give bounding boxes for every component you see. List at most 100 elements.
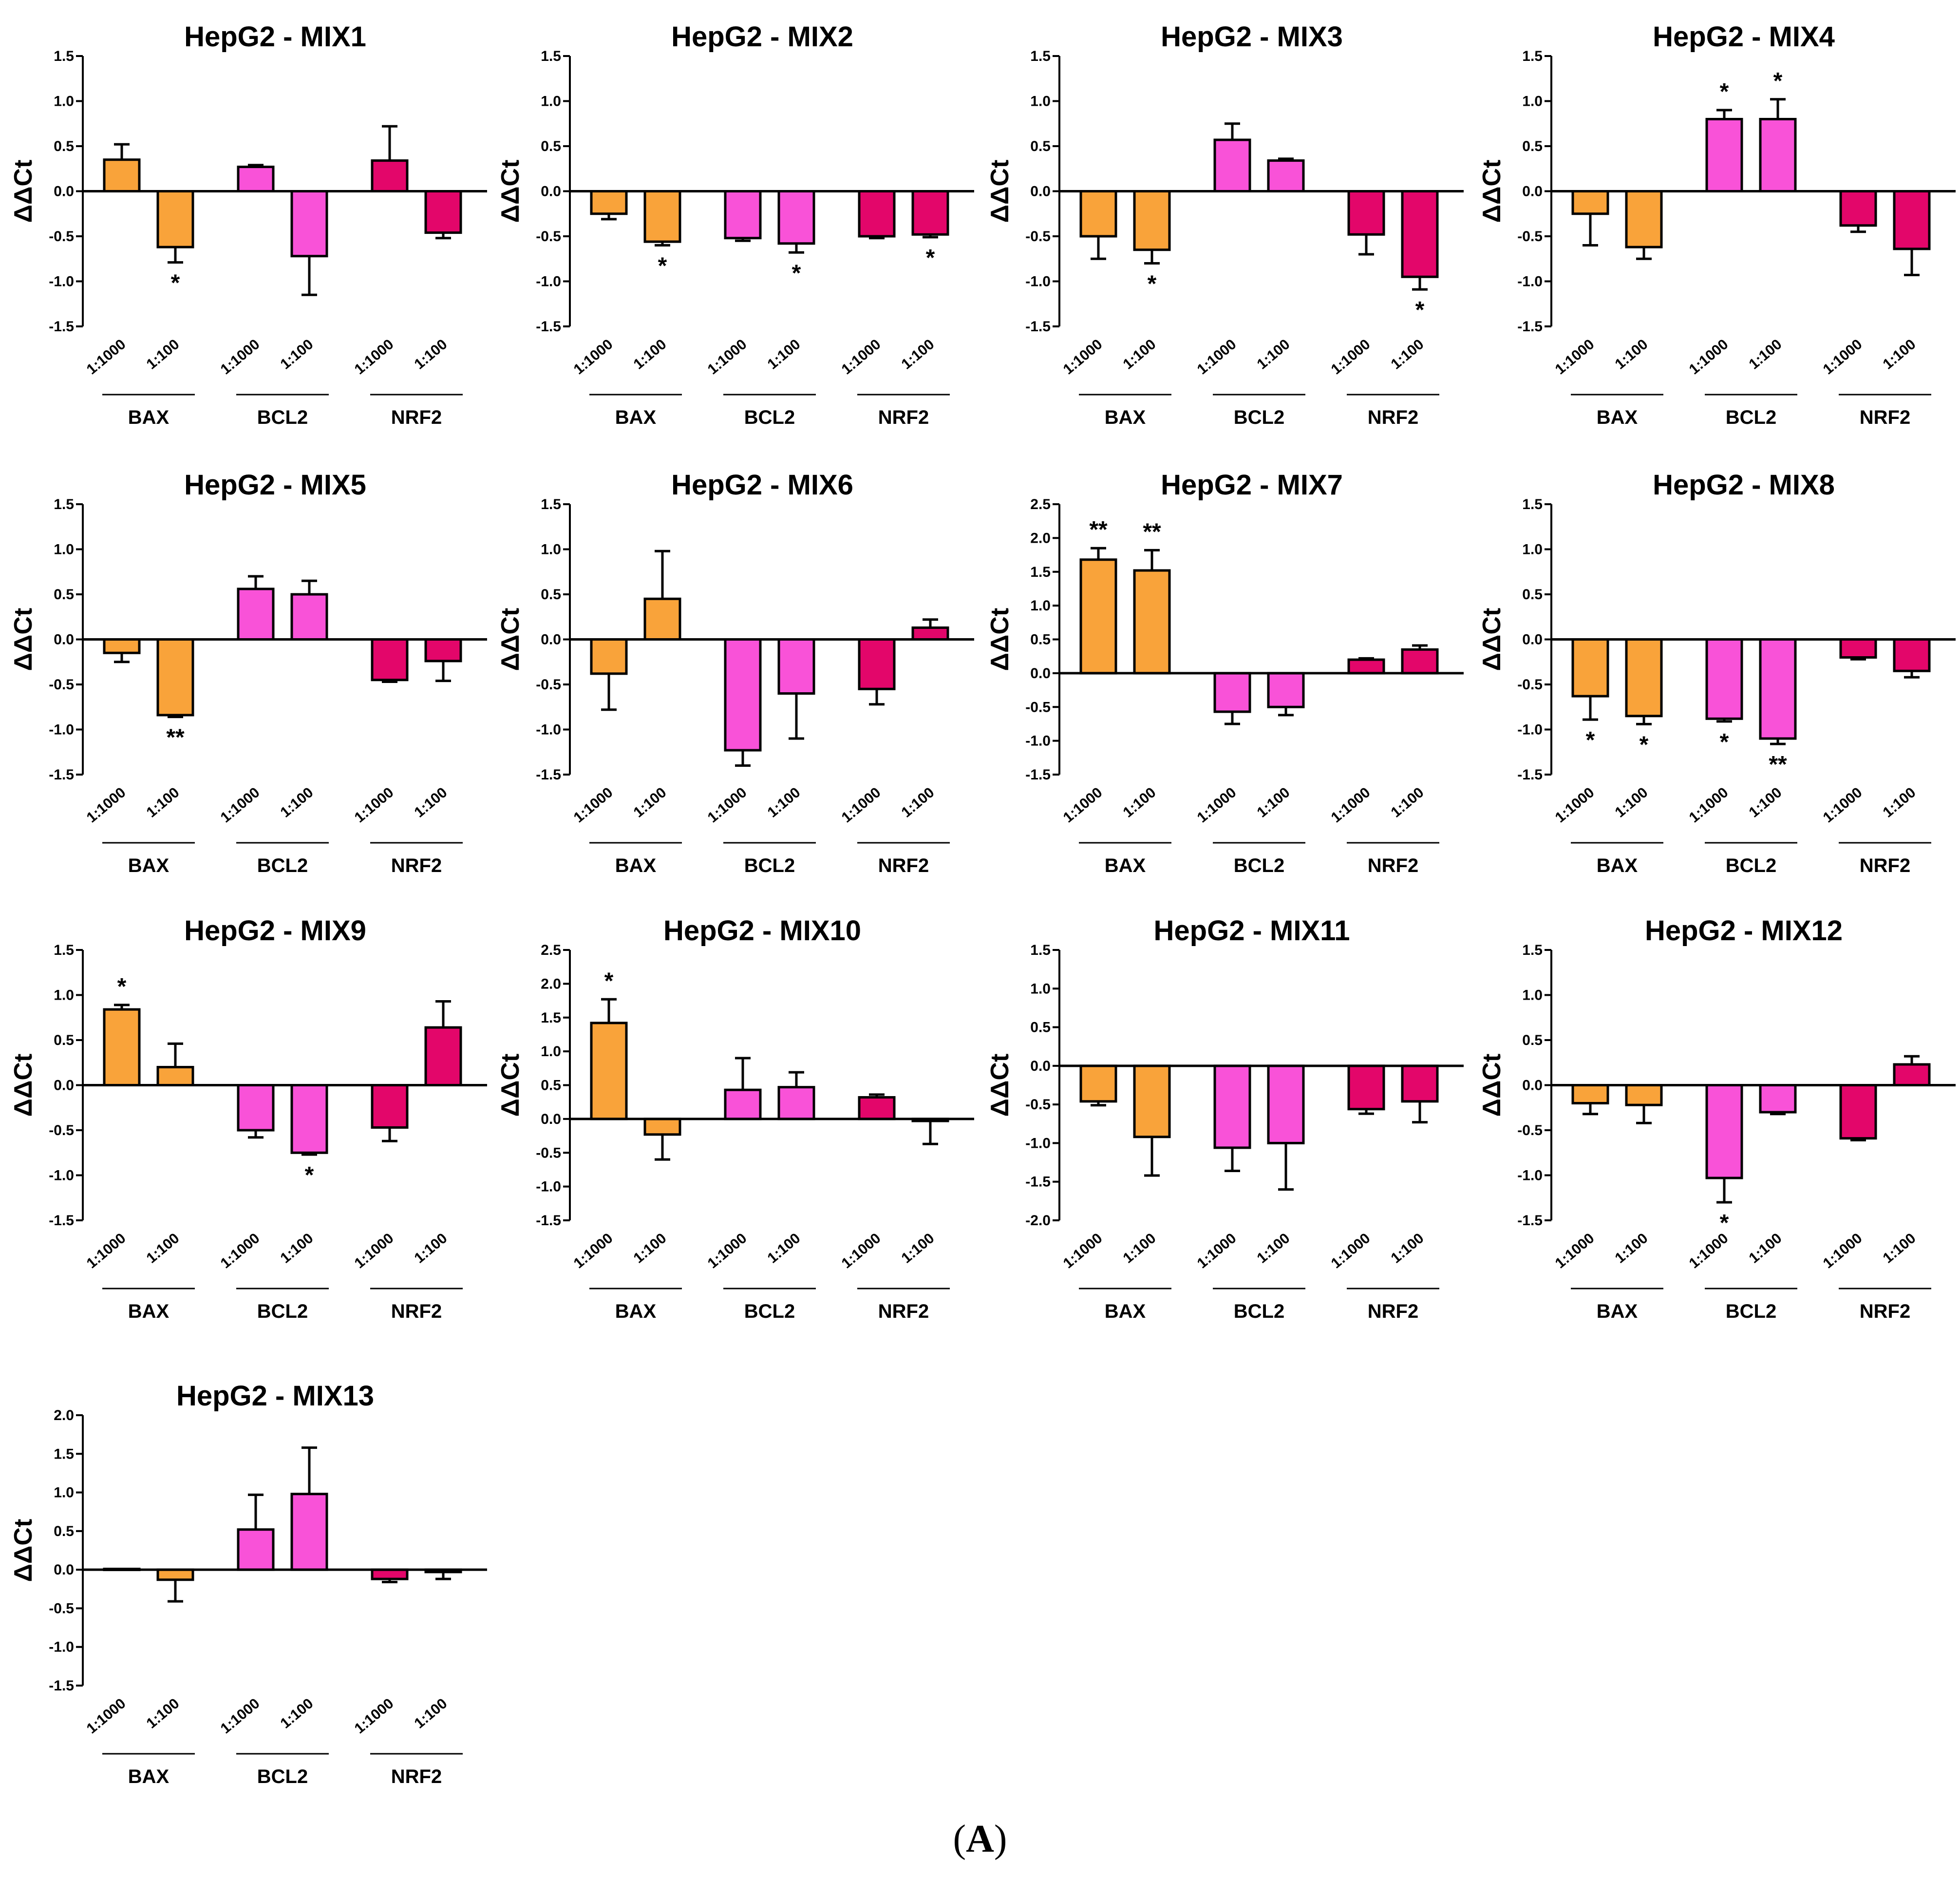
y-tick-label: 0.5 [1522, 587, 1543, 603]
y-tick-label: 1.0 [1522, 987, 1543, 1004]
y-tick-label: 1.5 [541, 1010, 561, 1026]
y-tick-label: 1.5 [1030, 942, 1051, 958]
x-tick-label: 1:100 [1388, 336, 1427, 373]
x-tick-label: 1:1000 [1686, 784, 1732, 826]
bar-nrf2-1to100 [1893, 638, 1931, 672]
x-tick-label: 1:1000 [1060, 336, 1106, 378]
x-tick-label: 1:1000 [1686, 336, 1732, 378]
chart-title: HepG2 - MIX7 [1161, 469, 1343, 501]
y-tick-label: 0.5 [54, 1523, 74, 1539]
chart-title: HepG2 - MIX3 [1161, 21, 1343, 53]
x-tick-label: 1:1000 [1552, 1230, 1598, 1271]
x-tick-label: 1:1000 [1552, 336, 1598, 378]
bar-nrf2-1to1000 [1347, 1064, 1385, 1111]
bar-bcl2-1to1000 [237, 1084, 275, 1132]
y-tick-label: 0.0 [1522, 1078, 1543, 1094]
bar-bax-1to100 [643, 190, 681, 243]
y-tick-label: -1.5 [1517, 1213, 1543, 1229]
x-tick-label: 1:1000 [705, 336, 750, 378]
x-tick-label: 1:100 [899, 784, 938, 821]
y-tick-label: -1.5 [49, 1678, 74, 1694]
group-label-nrf2: NRF2 [1368, 1301, 1418, 1322]
chart-panel-13: HepG2 - MIX13 ΔΔCt 2.0 1.5 1.0 0.5 0.0 -0.5 -1.0… [9, 1380, 487, 1787]
x-tick-label: 1:100 [1120, 784, 1159, 821]
bar-bax-1to100 [1133, 1064, 1171, 1138]
bar-nrf2-1to1000 [371, 1084, 409, 1129]
bar-bcl2-1to1000 [1213, 1064, 1251, 1149]
y-tick-label: 2.5 [1030, 496, 1051, 512]
y-tick-label: 1.0 [54, 542, 74, 558]
group-label-bcl2: BCL2 [1234, 1301, 1284, 1322]
group-label-bax: BAX [1597, 1301, 1638, 1322]
y-tick-label: -1.5 [536, 767, 561, 783]
bar-bax-1to100 [1625, 190, 1663, 248]
y-tick-label: 1.0 [541, 1043, 561, 1060]
group-label-bcl2: BCL2 [744, 1301, 795, 1322]
group-label-bax: BAX [1105, 407, 1146, 428]
x-tick-label: 1:100 [278, 784, 317, 821]
y-tick-label: -1.0 [1025, 733, 1051, 749]
x-tick-label: 1:1000 [1194, 784, 1240, 826]
group-label-nrf2: NRF2 [391, 1766, 442, 1787]
bar-bax-1to100 [1625, 638, 1663, 718]
group-label-bcl2: BCL2 [1726, 855, 1776, 876]
group-label-bax: BAX [615, 1301, 657, 1322]
bar-bcl2-1to100 [1759, 118, 1797, 192]
y-tick-label: -1.5 [1517, 767, 1543, 783]
y-tick-label: 1.5 [1030, 48, 1051, 64]
y-axis-label: ΔΔCt [496, 608, 525, 671]
y-axis-label: ΔΔCt [1478, 1054, 1506, 1117]
x-tick-label: 1:100 [899, 1230, 938, 1267]
bar-bax-1to100 [643, 1118, 681, 1136]
y-tick-label: -1.0 [1517, 1168, 1543, 1184]
y-tick-label: -0.5 [49, 1600, 74, 1616]
x-tick-label: 1:1000 [1328, 336, 1374, 378]
y-tick-label: -0.5 [1517, 1122, 1543, 1138]
x-tick-label: 1:100 [412, 1695, 451, 1732]
x-tick-label: 1:1000 [84, 1230, 129, 1271]
bar-bax-1to1000 [590, 190, 628, 215]
bar-bcl2-1to100 [1267, 159, 1305, 193]
y-tick-label: -0.5 [536, 677, 561, 693]
panel-label-letter: A [966, 1818, 994, 1860]
chart-title: HepG2 - MIX12 [1645, 915, 1843, 947]
chart-panel-7: HepG2 - MIX7 ΔΔCt 2.5 2.0 1.5 1.0 0.5 0.0 -0.5 -1… [986, 469, 1464, 876]
group-label-bcl2: BCL2 [257, 1766, 308, 1787]
group-label-bcl2: BCL2 [1234, 855, 1284, 876]
y-tick-label: 2.0 [541, 976, 561, 992]
chart-panel-3: HepG2 - MIX3 ΔΔCt 1.5 1.0 0.5 0.0 -0.5 -1.0 -1.5… [986, 21, 1464, 428]
y-tick-label: 0.5 [1030, 1020, 1051, 1036]
y-tick-label: -1.5 [536, 1213, 561, 1229]
group-label-bcl2: BCL2 [744, 407, 795, 428]
group-label-nrf2: NRF2 [1860, 855, 1910, 876]
y-tick-label: 1.0 [54, 94, 74, 110]
y-tick-label: 1.0 [1030, 981, 1051, 997]
chart-panel-10: HepG2 - MIX10 ΔΔCt 2.5 2.0 1.5 1.0 0.5 0.0 -0.5 -… [496, 915, 974, 1322]
y-tick-label: -2.0 [1025, 1213, 1051, 1229]
significance-marker: * [1720, 79, 1729, 105]
x-tick-label: 1:1000 [1060, 1230, 1106, 1271]
group-label-bax: BAX [1597, 855, 1638, 876]
y-tick-label: -0.5 [1025, 228, 1051, 245]
x-tick-label: 1:100 [765, 1230, 804, 1267]
x-tick-label: 1:1000 [839, 336, 884, 378]
x-tick-label: 1:1000 [1060, 784, 1106, 826]
chart-panel-1: HepG2 - MIX1 ΔΔCt 1.5 1.0 0.5 0.0 -0.5 -1.0 -1.5… [9, 21, 487, 428]
bar-nrf2-1to100 [911, 190, 949, 236]
chart-panel-4: HepG2 - MIX4 ΔΔCt 1.5 1.0 0.5 0.0 -0.5 -1.0 -1.5… [1478, 21, 1956, 428]
significance-marker: * [1586, 727, 1595, 753]
chart-panel-11: HepG2 - MIX11 ΔΔCt 1.5 1.0 0.5 0.0 -0.5 -1.0 -1.… [986, 915, 1464, 1322]
bar-nrf2-1to100 [1893, 190, 1931, 250]
x-tick-label: 1:100 [1746, 336, 1785, 373]
y-tick-label: 0.5 [54, 138, 74, 154]
x-tick-label: 1:100 [899, 336, 938, 373]
bar-nrf2-1to100 [911, 626, 949, 641]
chart-title: HepG2 - MIX9 [184, 915, 366, 947]
bar-bcl2-1to100 [290, 190, 328, 258]
y-tick-label: -0.5 [49, 228, 74, 245]
x-tick-label: 1:100 [144, 336, 183, 373]
chart-title: HepG2 - MIX11 [1154, 915, 1350, 947]
y-tick-label: 1.5 [541, 496, 561, 512]
bar-bax-1to1000 [1571, 190, 1609, 215]
x-tick-label: 1:1000 [705, 1230, 750, 1271]
